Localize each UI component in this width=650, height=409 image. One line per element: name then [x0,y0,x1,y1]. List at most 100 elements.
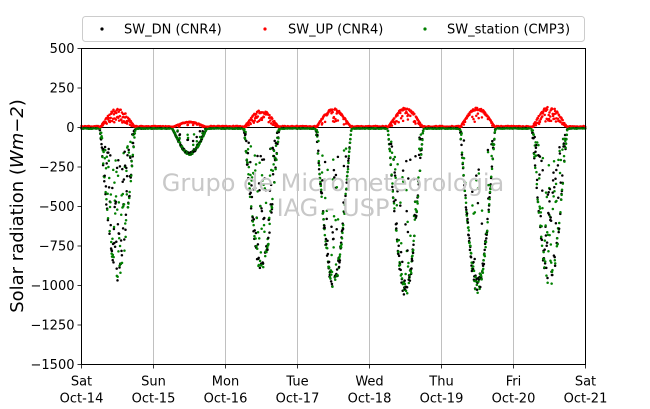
sw-dn-point [393,171,396,174]
sw-station-point [342,149,346,152]
sw-station-point [125,169,128,173]
sw-dn-point [466,217,469,221]
sw-station-point [111,168,115,172]
sw-station-point [393,168,397,171]
sw-station-point [105,155,109,159]
sw-station-point [552,159,556,163]
sw-station-point [276,140,280,144]
sw-dn-point [105,162,108,165]
sw-station-point [126,206,130,209]
sw-station-point [257,237,261,240]
sw-station-point [275,158,278,162]
watermark-line-1: Grupo de Micrometeorologia [162,169,504,197]
sw-station-point [133,131,137,135]
sw-station-point [109,201,112,204]
sw-station-point [560,188,564,192]
sw-dn-point [553,186,556,189]
sw-up-point [268,113,271,117]
sw-station-point [318,177,322,180]
sw-station-point [396,162,399,166]
sw-station-point [417,176,420,179]
sw-station-point [347,161,350,165]
sw-station-point [493,129,497,132]
sw-dn-point [110,249,114,253]
sw-station-point [108,229,111,233]
sw-dn-point [103,145,107,149]
sw-up-point [105,122,108,125]
sw-station-point [539,211,543,214]
legend-marker-sw-dn [100,27,104,31]
sw-dn-point [326,239,329,243]
sw-station-point [468,241,471,244]
sw-station-point [404,289,408,293]
sw-station-point [553,262,557,265]
sw-dn-point [533,135,536,139]
sw-dn-point [115,240,118,243]
x-tick-label: Thu Oct-19 [420,375,464,407]
sw-station-point [538,205,541,208]
sw-dn-point [558,145,561,149]
sw-station-point [321,154,324,157]
sw-station-point [547,249,550,253]
sw-station-point [387,133,390,137]
y-tick-label: −750 [39,240,75,255]
sw-station-point [243,127,246,131]
sw-dn-point [399,204,402,207]
legend-label-sw-dn: SW_DN (CNR4) [124,23,222,38]
sw-station-point [114,195,118,198]
sw-station-point [477,280,480,283]
sw-dn-point [262,158,266,161]
sw-dn-point [273,139,276,143]
sw-dn-point [551,191,554,194]
sw-dn-point [191,139,195,143]
sw-station-point [107,165,110,169]
sw-station-point [244,130,247,134]
sw-dn-point [462,139,466,142]
sw-station-point [105,208,109,211]
sw-dn-point [249,160,252,164]
sw-dn-point [399,250,403,254]
sw-dn-point [124,213,128,216]
sw-dn-point [397,244,400,248]
sw-dn-point [118,165,122,168]
sw-station-point [488,190,492,194]
sw-dn-point [487,208,490,211]
y-tick-label: −1500 [31,358,75,373]
sw-dn-point [317,167,321,171]
sw-up-point [118,114,122,118]
sw-dn-point [250,184,253,187]
sw-dn-point [100,142,103,146]
watermark: Grupo de Micrometeorologia IAG - USP [162,169,504,222]
sw-up-point [473,120,476,124]
sw-station-point [112,255,115,259]
sw-station-point [489,187,492,191]
sw-up-point [556,117,560,121]
sw-station-point [485,229,489,233]
sw-station-point [542,258,546,261]
sw-dn-point [338,259,342,262]
sw-station-point [420,142,424,146]
sw-up-point [332,115,336,119]
watermark-line-2: IAG - USP [277,194,390,222]
sw-station-point [326,168,329,172]
sw-station-point [247,182,251,185]
legend-box [82,16,585,42]
sw-station-point [483,254,487,258]
sw-station-point [344,147,348,150]
x-axis: Sat Oct-14 Sun Oct-15 Mon Oct-16 Tue Oct-17 Wed O… [60,364,607,407]
sw-station-point [262,223,266,227]
sw-station-point [253,234,256,238]
sw-dn-point [468,236,471,240]
sw-dn-point [486,217,489,221]
sw-station-point [564,146,567,150]
sw-up-point [107,116,110,120]
sw-dn-point [113,241,116,245]
sw-up-point [109,119,112,122]
sw-station-point [488,197,491,201]
sw-dn-point [490,165,494,168]
sw-station-point [129,140,132,144]
sw-dn-point [319,182,322,186]
sw-dn-point [540,238,544,242]
